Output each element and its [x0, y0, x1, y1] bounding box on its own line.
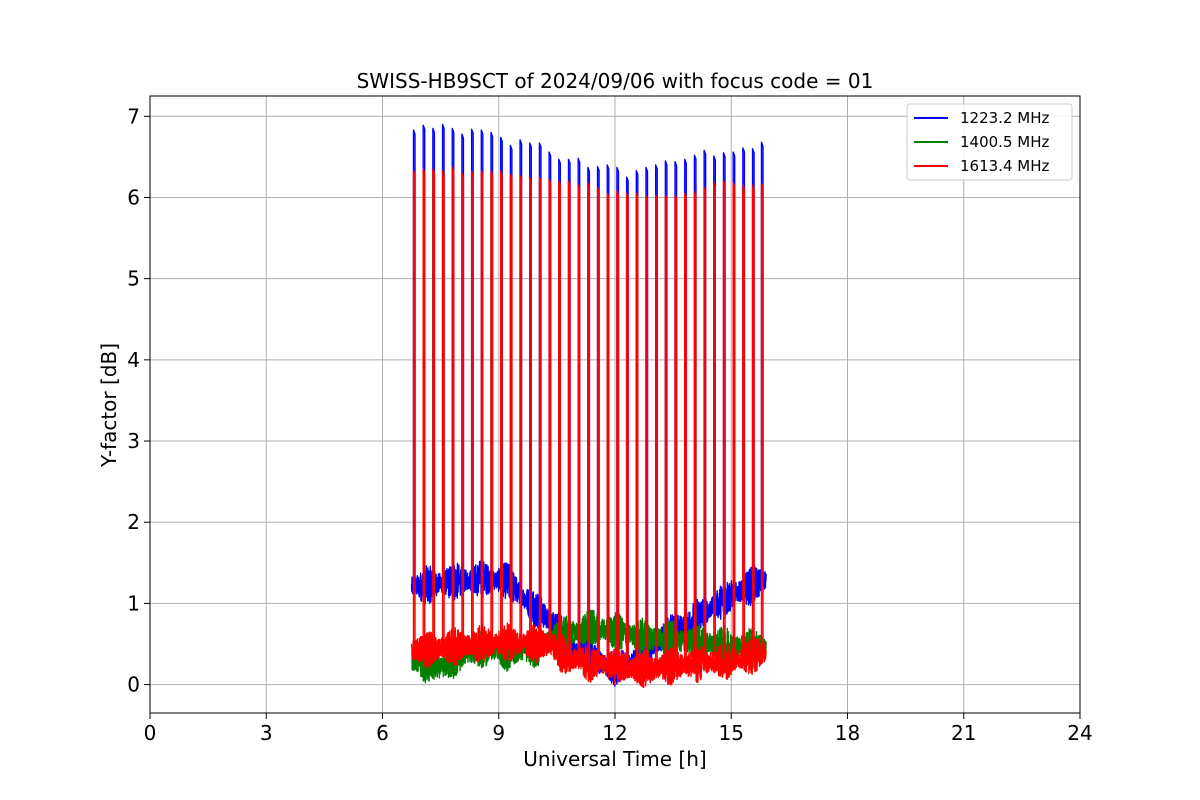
x-tick-label: 18 [835, 721, 860, 745]
x-tick-label: 21 [951, 721, 976, 745]
y-tick-label: 1 [127, 591, 140, 615]
x-tick-label: 15 [719, 721, 744, 745]
y-tick-label: 6 [127, 185, 140, 209]
y-tick-label: 0 [127, 673, 140, 697]
x-tick-label: 9 [492, 721, 505, 745]
x-tick-label: 12 [602, 721, 627, 745]
legend-box [906, 103, 1073, 181]
y-tick-label: 4 [127, 348, 140, 372]
series-group [410, 123, 767, 689]
x-tick-label: 6 [376, 721, 389, 745]
series-line [410, 166, 767, 689]
legend-label: 1400.5 MHz [960, 133, 1049, 151]
legend: 1223.2 MHz 1400.5 MHz 1613.4 MHz [906, 103, 1073, 181]
legend-label: 1613.4 MHz [960, 157, 1049, 175]
legend-label: 1223.2 MHz [960, 109, 1049, 127]
x-tick-label: 0 [144, 721, 157, 745]
y-tick-label: 3 [127, 429, 140, 453]
y-tick-label: 5 [127, 267, 140, 291]
y-tick-label: 2 [127, 510, 140, 534]
y-axis-ticks: 0 1 2 3 4 5 6 7 [127, 104, 150, 697]
y-axis-label: Y-factor [dB] [97, 343, 121, 468]
chart-title: SWISS-HB9SCT of 2024/09/06 with focus co… [357, 69, 874, 93]
x-tick-label: 24 [1067, 721, 1092, 745]
x-axis-ticks: 0 3 6 9 12 15 18 21 24 [144, 713, 1093, 745]
y-tick-label: 7 [127, 104, 140, 128]
x-axis-label: Universal Time [h] [523, 747, 706, 771]
x-tick-label: 3 [260, 721, 273, 745]
